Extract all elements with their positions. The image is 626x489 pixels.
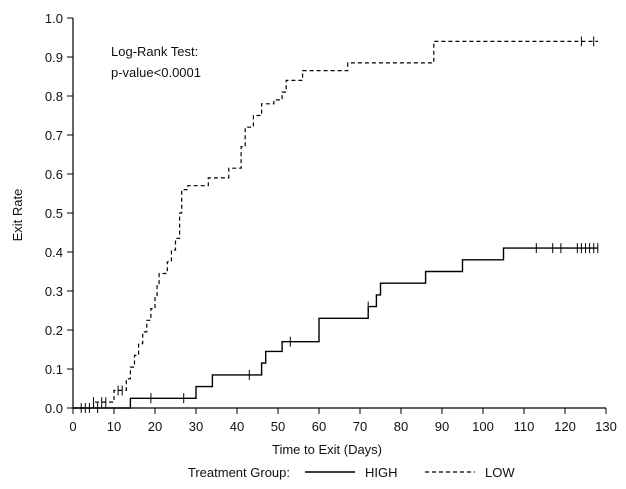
x-tick-label: 0: [69, 419, 76, 434]
x-tick-label: 50: [271, 419, 285, 434]
annotation-line-2: p-value<0.0001: [111, 65, 201, 80]
y-tick-label: 0.2: [45, 323, 63, 338]
x-tick-label: 20: [148, 419, 162, 434]
y-tick-label: 0.1: [45, 362, 63, 377]
y-tick-label: 0.3: [45, 284, 63, 299]
legend-title: Treatment Group:: [188, 465, 290, 480]
x-axis-label: Time to Exit (Days): [272, 442, 382, 457]
y-tick-label: 0.8: [45, 89, 63, 104]
series-line-low: [73, 40, 598, 409]
y-tick-label: 0.6: [45, 167, 63, 182]
y-axis-label: Exit Rate: [10, 189, 25, 242]
x-tick-label: 80: [394, 419, 408, 434]
y-tick-label: 1.0: [45, 11, 63, 26]
y-tick-label: 0.5: [45, 206, 63, 221]
legend: Treatment Group: HIGH LOW: [188, 465, 515, 480]
x-tick-label: 130: [595, 419, 617, 434]
y-tick-label: 0.9: [45, 50, 63, 65]
x-tick-label: 120: [554, 419, 576, 434]
chart-axes: 0 10 20 30 40 50 60 70 80 90 100 110 120 130 0.0 0.1 0.2…: [45, 11, 617, 434]
annotation-line-1: Log-Rank Test:: [111, 44, 198, 59]
chart-censor-marks: [80, 36, 599, 413]
x-tick-label: 90: [435, 419, 449, 434]
x-tick-label: 110: [514, 419, 535, 434]
y-tick-label: 0.4: [45, 245, 63, 260]
x-tick-label: 60: [312, 419, 326, 434]
legend-label-high: HIGH: [365, 465, 398, 480]
x-tick-label: 30: [189, 419, 203, 434]
x-tick-label: 100: [472, 419, 494, 434]
x-tick-label: 40: [230, 419, 244, 434]
x-tick-label: 70: [353, 419, 367, 434]
legend-label-low: LOW: [485, 465, 515, 480]
y-tick-label: 0.0: [45, 401, 63, 416]
y-tick-label: 0.7: [45, 128, 63, 143]
chart-series: [73, 40, 598, 409]
x-tick-label: 10: [107, 419, 121, 434]
series-line-high: [73, 247, 598, 409]
